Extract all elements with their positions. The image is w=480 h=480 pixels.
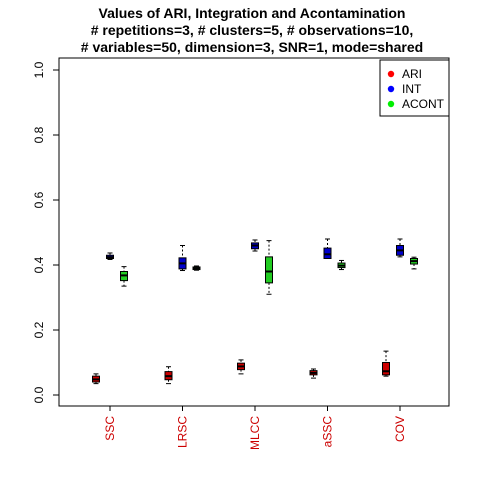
chart-title-line-3: # variables=50, dimension=3, SNR=1, mode… bbox=[81, 39, 423, 55]
legend-label-acont: ACONT bbox=[402, 97, 445, 111]
x-category-label: COV bbox=[393, 416, 407, 442]
chart-title: Values of ARI, Integration and Acontamin… bbox=[81, 5, 423, 55]
y-tick-label: 0.2 bbox=[32, 321, 46, 338]
y-axis: 0.0 0.2 0.4 0.6 0.8 1.0 bbox=[32, 61, 60, 403]
box-ari-mlcc bbox=[237, 359, 245, 375]
plot-frame bbox=[58, 57, 450, 407]
x-category-label: LRSC bbox=[176, 416, 190, 448]
box-int-lrsc bbox=[178, 245, 187, 272]
box-int-assc bbox=[323, 238, 332, 260]
box-ari-ssc bbox=[92, 373, 100, 385]
y-tick-label: 1.0 bbox=[32, 61, 46, 78]
x-category-label: MLCC bbox=[248, 416, 262, 450]
iqr-box bbox=[382, 362, 390, 376]
box-int-mlcc bbox=[251, 239, 259, 252]
box-int-ssc bbox=[106, 252, 114, 260]
legend-marker-int bbox=[387, 85, 395, 93]
box-ari-lrsc bbox=[164, 366, 173, 385]
legend-label-int: INT bbox=[402, 82, 422, 96]
box-ari-cov bbox=[382, 350, 390, 377]
y-tick-label: 0.8 bbox=[32, 126, 46, 143]
box-acont-assc bbox=[337, 259, 346, 271]
legend-marker-ari bbox=[387, 70, 395, 78]
y-tick-label: 0.0 bbox=[32, 386, 46, 403]
box-acont-cov bbox=[410, 256, 418, 270]
box-series bbox=[92, 238, 418, 385]
chart-title-line-1: Values of ARI, Integration and Acontamin… bbox=[99, 5, 406, 21]
legend-marker-acont bbox=[387, 100, 395, 108]
iqr-box bbox=[265, 256, 273, 284]
box-acont-mlcc bbox=[265, 240, 273, 295]
x-axis: SSC LRSC MLCC aSSC COV bbox=[103, 406, 407, 450]
box-acont-lrsc bbox=[192, 265, 201, 271]
box-acont-ssc bbox=[120, 266, 128, 287]
y-tick-label: 0.4 bbox=[32, 256, 46, 273]
x-category-label: aSSC bbox=[321, 416, 335, 448]
box-ari-assc bbox=[309, 368, 318, 379]
x-category-label: SSC bbox=[103, 416, 117, 441]
chart-title-line-2: # repetitions=3, # clusters=5, # observa… bbox=[91, 22, 414, 38]
box-int-cov bbox=[396, 238, 404, 258]
legend-label-ari: ARI bbox=[402, 67, 422, 81]
y-tick-label: 0.6 bbox=[32, 191, 46, 208]
